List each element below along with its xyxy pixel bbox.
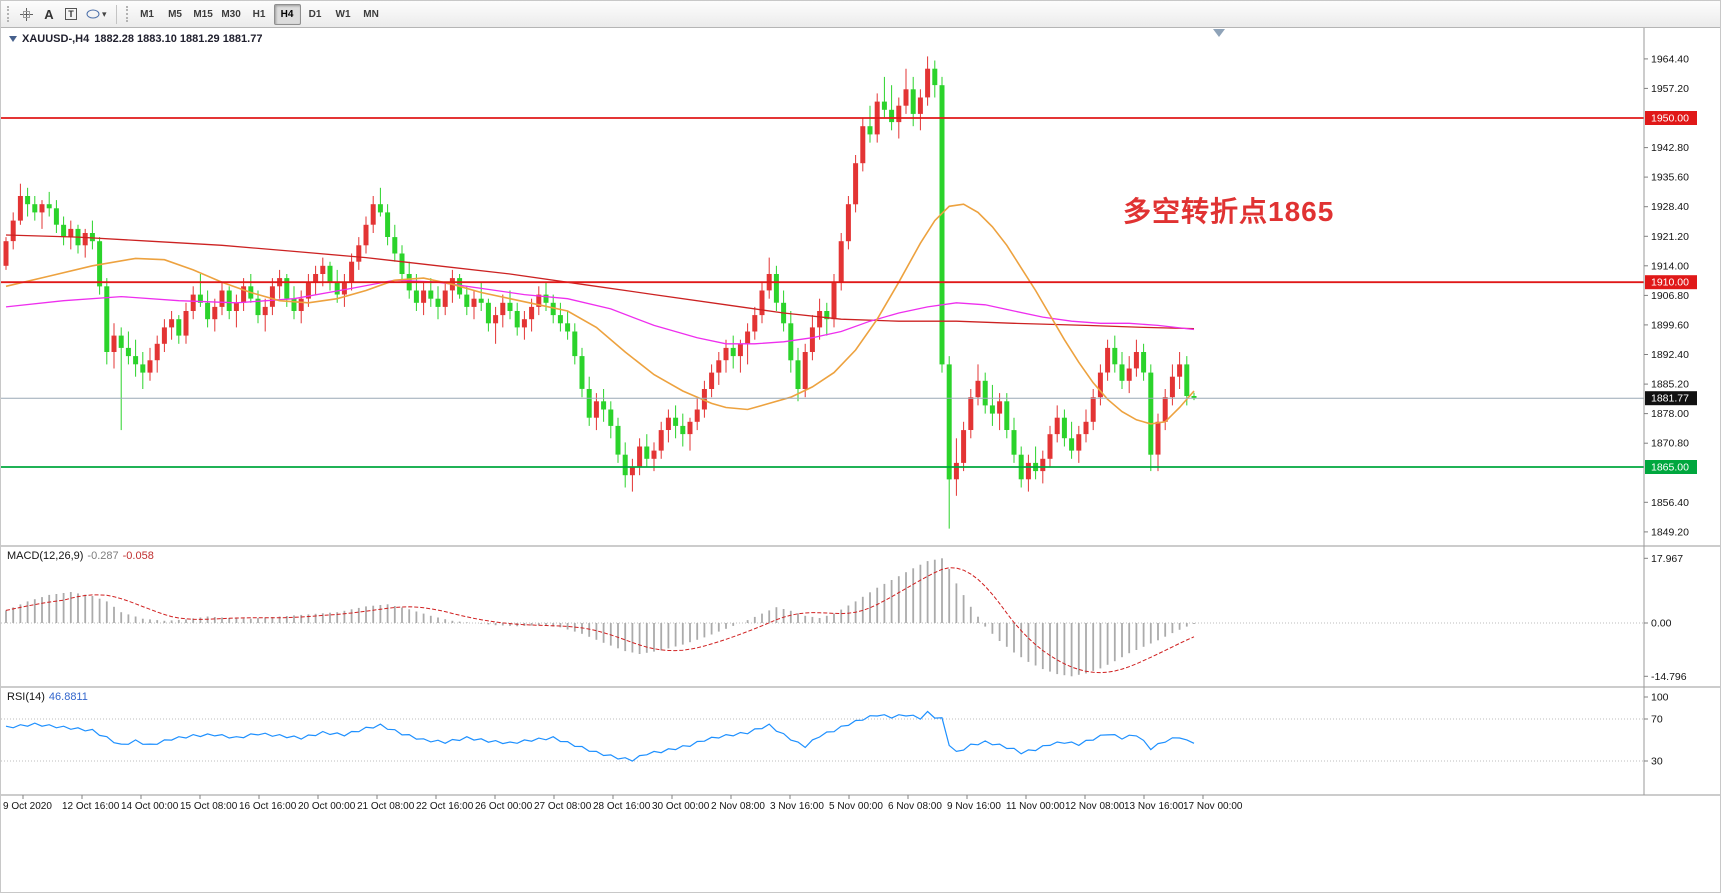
svg-text:1906.80: 1906.80 <box>1651 290 1689 302</box>
chart-annotation-text[interactable]: 多空转折点1865 <box>1123 196 1335 227</box>
svg-text:27 Oct 08:00: 27 Oct 08:00 <box>534 801 592 812</box>
crosshair-tool-button[interactable] <box>15 4 38 25</box>
macd-signal-line <box>5 567 1195 674</box>
svg-text:100: 100 <box>1651 692 1669 704</box>
timeframe-button-group: M1 M5 M15 M30 H1 H4 D1 W1 MN <box>134 3 385 25</box>
timeframe-button-mn[interactable]: MN <box>363 8 379 20</box>
time-axis[interactable]: 9 Oct 2020 12 Oct 16:00 14 Oct 00:00 15 Oct… <box>3 795 1243 812</box>
macd-title: MACD(12,26,9) <box>7 550 84 562</box>
svg-text:1892.40: 1892.40 <box>1651 349 1689 361</box>
toolbar-grip[interactable] <box>7 6 11 22</box>
svg-text:1878.00: 1878.00 <box>1651 408 1689 420</box>
svg-text:1921.20: 1921.20 <box>1651 231 1689 243</box>
svg-text:17.967: 17.967 <box>1651 553 1683 565</box>
shapes-icon <box>86 9 100 19</box>
svg-text:28 Oct 16:00: 28 Oct 16:00 <box>593 801 651 812</box>
toolbar-separator <box>115 4 117 24</box>
svg-text:17 Nov 00:00: 17 Nov 00:00 <box>1183 801 1243 812</box>
rsi-line <box>5 710 1195 762</box>
svg-text:0.00: 0.00 <box>1651 618 1672 630</box>
chevron-down-icon: ▾ <box>102 8 107 19</box>
timeframe-button-m30[interactable]: M30 <box>221 8 241 20</box>
macd-main-value: -0.287 <box>87 550 119 562</box>
chart-shift-marker[interactable] <box>1213 29 1225 37</box>
svg-text:1910.00: 1910.00 <box>1651 277 1689 289</box>
timeframe-button-d1[interactable]: D1 <box>308 8 322 20</box>
macd-indicator-label: MACD(12,26,9) -0.287 -0.058 <box>7 550 154 562</box>
crosshair-icon <box>20 7 33 21</box>
rsi-indicator-label: RSI(14) 46.8811 <box>7 691 88 703</box>
text-tool-button[interactable]: A <box>38 4 60 25</box>
timeframe-button-w1[interactable]: W1 <box>335 8 351 20</box>
one-click-trading-arrow-icon[interactable] <box>9 36 17 42</box>
rsi-pane: 100 70 30 <box>1 692 1669 768</box>
symbol-period-label: XAUUSD-,H4 <box>22 33 90 45</box>
svg-text:30 Oct 00:00: 30 Oct 00:00 <box>652 801 710 812</box>
svg-text:9 Nov 16:00: 9 Nov 16:00 <box>947 801 1001 812</box>
svg-text:14 Oct 00:00: 14 Oct 00:00 <box>121 801 179 812</box>
shapes-tool-button[interactable]: ▾ <box>82 4 111 25</box>
candlestick-series <box>3 56 1197 529</box>
ohlc-values-label: 1882.28 1883.10 1881.29 1881.77 <box>94 33 263 45</box>
svg-text:15 Oct 08:00: 15 Oct 08:00 <box>180 801 238 812</box>
ma-magenta-line <box>5 279 1195 345</box>
svg-text:9 Oct 2020: 9 Oct 2020 <box>3 801 52 812</box>
svg-text:1928.40: 1928.40 <box>1651 201 1689 213</box>
rsi-title: RSI(14) <box>7 691 45 703</box>
svg-text:1870.80: 1870.80 <box>1651 438 1689 450</box>
svg-text:3 Nov 16:00: 3 Nov 16:00 <box>770 801 824 812</box>
rsi-value: 46.8811 <box>48 691 88 703</box>
svg-text:5 Nov 00:00: 5 Nov 00:00 <box>829 801 883 812</box>
svg-text:1881.77: 1881.77 <box>1651 393 1689 405</box>
svg-text:20 Oct 00:00: 20 Oct 00:00 <box>298 801 356 812</box>
svg-text:1885.20: 1885.20 <box>1651 379 1689 391</box>
svg-text:1957.20: 1957.20 <box>1651 83 1689 95</box>
svg-text:1942.80: 1942.80 <box>1651 142 1689 154</box>
svg-text:2 Nov 08:00: 2 Nov 08:00 <box>711 801 765 812</box>
svg-text:13 Nov 16:00: 13 Nov 16:00 <box>1124 801 1184 812</box>
svg-text:22 Oct 16:00: 22 Oct 16:00 <box>416 801 474 812</box>
svg-text:1950.00: 1950.00 <box>1651 113 1689 125</box>
toolbar-grip-2[interactable] <box>125 6 130 22</box>
svg-text:6 Nov 08:00: 6 Nov 08:00 <box>888 801 942 812</box>
svg-text:1849.20: 1849.20 <box>1651 526 1689 538</box>
macd-pane: 17.967 0.00 -14.796 <box>1 553 1687 683</box>
svg-text:12 Oct 16:00: 12 Oct 16:00 <box>62 801 120 812</box>
timeframe-button-m5[interactable]: M5 <box>168 8 182 20</box>
svg-text:1865.00: 1865.00 <box>1651 462 1689 474</box>
main-price-pane <box>1 56 1644 529</box>
svg-text:30: 30 <box>1651 756 1663 768</box>
svg-text:26 Oct 00:00: 26 Oct 00:00 <box>475 801 533 812</box>
svg-text:1935.60: 1935.60 <box>1651 172 1689 184</box>
ma-orange-line <box>5 203 1195 425</box>
price-axis[interactable]: 1964.40 1957.20 1942.80 1935.60 1928.40 1921.… <box>1644 53 1697 538</box>
svg-text:-14.796: -14.796 <box>1651 671 1687 683</box>
svg-text:1914.00: 1914.00 <box>1651 260 1689 272</box>
svg-text:1964.40: 1964.40 <box>1651 53 1689 65</box>
timeframe-button-h4[interactable]: H4 <box>273 3 301 25</box>
text-label-tool-icon: T <box>65 8 77 20</box>
macd-signal-value: -0.058 <box>122 550 154 562</box>
svg-text:16 Oct 16:00: 16 Oct 16:00 <box>239 801 297 812</box>
svg-text:1856.40: 1856.40 <box>1651 497 1689 509</box>
svg-text:12 Nov 08:00: 12 Nov 08:00 <box>1065 801 1125 812</box>
svg-text:70: 70 <box>1651 714 1663 726</box>
timeframe-button-m15[interactable]: M15 <box>193 8 213 20</box>
macd-histogram <box>5 558 1195 677</box>
symbol-ohlc-label: XAUUSD-,H4 1882.28 1883.10 1881.29 1881.… <box>9 33 262 45</box>
svg-text:21 Oct 08:00: 21 Oct 08:00 <box>357 801 415 812</box>
ma-red-line <box>5 234 1195 330</box>
svg-text:11 Nov 00:00: 11 Nov 00:00 <box>1006 801 1065 812</box>
toolbar: A T ▾ M1 M5 M15 M30 H1 H4 D1 W1 MN <box>1 1 1720 28</box>
text-label-tool-button[interactable]: T <box>60 4 82 25</box>
timeframe-button-h1[interactable]: H1 <box>252 8 266 20</box>
text-tool-icon: A <box>44 6 54 22</box>
svg-text:1899.60: 1899.60 <box>1651 319 1689 331</box>
timeframe-button-m1[interactable]: M1 <box>140 8 154 20</box>
